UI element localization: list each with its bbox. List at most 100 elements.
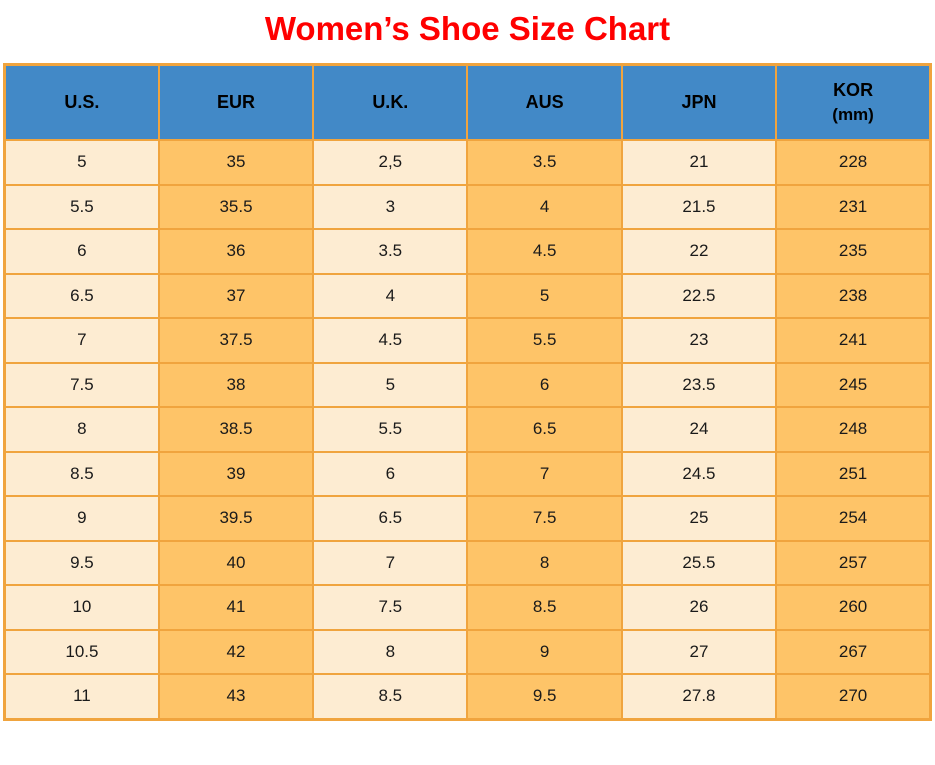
table-row: 6 36 3.5 4.5 22 235 [3,228,932,275]
table-cell: 11 [3,673,160,720]
table-cell: 228 [775,139,932,186]
table-cell: 27.8 [620,673,778,720]
table-cell: 42 [157,628,315,675]
table-cell: 7.5 [3,361,160,408]
table-cell: 8.5 [3,450,160,497]
table-cell: 9 [466,628,623,675]
table-cell: 5 [466,272,623,319]
table-cell: 4.5 [312,317,469,364]
table-cell: 39.5 [157,495,315,542]
table-cell: 35.5 [157,183,315,230]
table-cell: 241 [775,317,932,364]
table-row: 7 37.5 4.5 5.5 23 241 [3,317,932,364]
table-cell: 248 [775,406,932,453]
table-cell: 5 [3,139,160,186]
table-cell: 238 [775,272,932,319]
table-cell: 231 [775,183,932,230]
table-cell: 35 [157,139,315,186]
table-cell: 8.5 [312,673,469,720]
table-cell: 4 [312,272,469,319]
table-cell: 38 [157,361,315,408]
table-cell: 25 [620,495,778,542]
table-cell: 8 [3,406,160,453]
header-label-jpn: JPN [681,92,717,112]
table-cell: 4 [466,183,623,230]
table-cell: 270 [775,673,932,720]
table-row: 5 35 2,5 3.5 21 228 [3,139,932,186]
table-cell: 7.5 [466,495,623,542]
table-cell: 4.5 [466,228,623,275]
table-header: U.S. EUR U.K. AUS JPN KOR (mm) [3,63,932,141]
table-cell: 6.5 [3,272,160,319]
table-cell: 7 [466,450,623,497]
header-cell-eur: EUR [157,63,315,141]
table-cell: 6 [312,450,469,497]
table-cell: 9.5 [466,673,623,720]
table-cell: 10 [3,584,160,631]
table-cell: 38.5 [157,406,315,453]
table-cell: 41 [157,584,315,631]
table-cell: 27 [620,628,778,675]
table-cell: 24.5 [620,450,778,497]
table-row: 9 39.5 6.5 7.5 25 254 [3,495,932,542]
table-row: 9.5 40 7 8 25.5 257 [3,539,932,586]
table-cell: 267 [775,628,932,675]
header-label-eur: EUR [216,92,255,112]
table-cell: 39 [157,450,315,497]
table-cell: 6 [3,228,160,275]
page-title: Women’s Shoe Size Chart [264,10,671,47]
table-cell: 24 [620,406,778,453]
table-row: 8 38.5 5.5 6.5 24 248 [3,406,932,453]
table-cell: 21.5 [620,183,778,230]
table-cell: 3 [312,183,469,230]
header-label-aus: AUS [525,92,564,112]
table-cell: 254 [775,495,932,542]
table-cell: 7 [3,317,160,364]
table-row: 6.5 37 4 5 22.5 238 [3,272,932,319]
table-cell: 6.5 [466,406,623,453]
table-cell: 260 [775,584,932,631]
header-cell-aus: AUS [466,63,623,141]
table-row: 7.5 38 5 6 23.5 245 [3,361,932,408]
header-label-us: U.S. [64,92,100,112]
table-cell: 5.5 [3,183,160,230]
table-cell: 22.5 [620,272,778,319]
table-cell: 37.5 [157,317,315,364]
table-cell: 8 [466,539,623,586]
table-cell: 6.5 [312,495,469,542]
shoe-size-table: U.S. EUR U.K. AUS JPN KOR (mm) [3,63,932,721]
table-cell: 25.5 [620,539,778,586]
table-row: 11 43 8.5 9.5 27.8 270 [3,673,932,720]
table-cell: 21 [620,139,778,186]
header-cell-jpn: JPN [620,63,778,141]
table-cell: 5.5 [466,317,623,364]
table-cell: 36 [157,228,315,275]
table-row: 8.5 39 6 7 24.5 251 [3,450,932,497]
header-label-kor: KOR [833,80,874,100]
table-cell: 40 [157,539,315,586]
table-cell: 9 [3,495,160,542]
table-cell: 251 [775,450,932,497]
table-cell: 43 [157,673,315,720]
header-cell-us: U.S. [3,63,160,141]
header-label-kor-unit: (mm) [832,105,874,124]
header-cell-kor: KOR (mm) [775,63,932,141]
header-row: U.S. EUR U.K. AUS JPN KOR (mm) [3,63,932,141]
table-cell: 8 [312,628,469,675]
table-cell: 7 [312,539,469,586]
table-cell: 22 [620,228,778,275]
table-cell: 3.5 [466,139,623,186]
header-cell-uk: U.K. [312,63,469,141]
table-row: 5.5 35.5 3 4 21.5 231 [3,183,932,230]
table-row: 10.5 42 8 9 27 267 [3,628,932,675]
table-cell: 5 [312,361,469,408]
table-cell: 2,5 [312,139,469,186]
table-cell: 23 [620,317,778,364]
table-row: 10 41 7.5 8.5 26 260 [3,584,932,631]
table-cell: 5.5 [312,406,469,453]
table-body: 5 35 2,5 3.5 21 228 5.5 35.5 3 4 21.5 231 6 36 3.5 4.5 2… [3,139,932,720]
table-cell: 10.5 [3,628,160,675]
table-cell: 6 [466,361,623,408]
table-cell: 8.5 [466,584,623,631]
